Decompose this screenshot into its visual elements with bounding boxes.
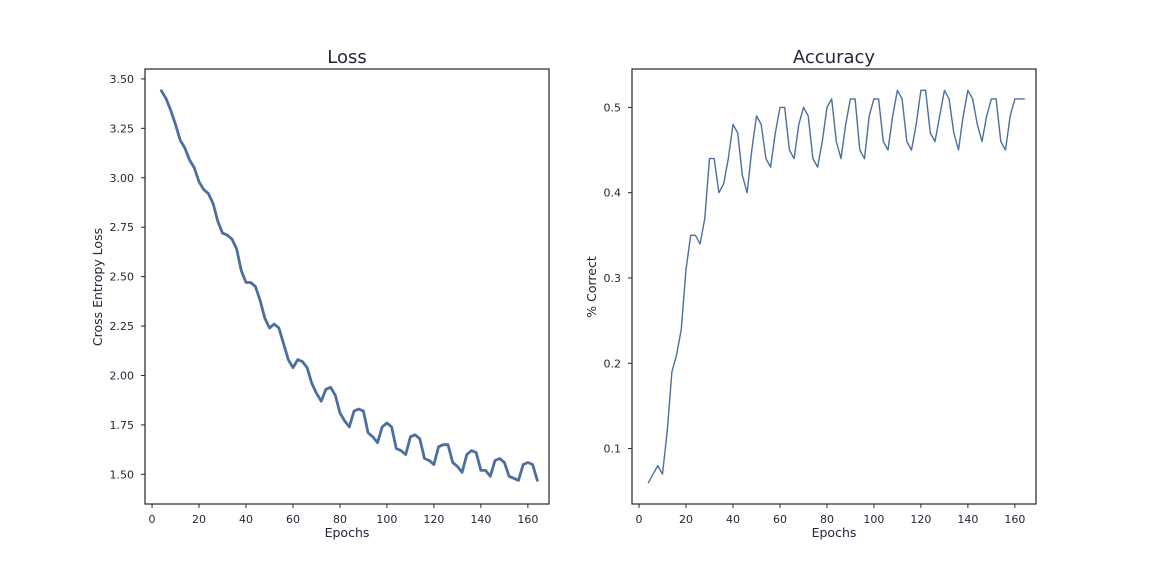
loss-y-tick-label: 1.50: [110, 468, 135, 481]
accuracy-x-tick-label: 120: [910, 513, 931, 526]
loss-x-tick-label: 80: [333, 513, 347, 526]
accuracy-x-tick-label: 20: [679, 513, 693, 526]
loss-x-axis-label: Epochs: [325, 525, 370, 540]
loss-x-tick-label: 120: [423, 513, 444, 526]
loss-plot-area: [159, 89, 539, 482]
loss-y-tick-label: 2.25: [110, 320, 135, 333]
loss-x-tick-label: 40: [239, 513, 253, 526]
loss-x-tick-label: 140: [470, 513, 491, 526]
loss-y-tick-label: 2.75: [110, 221, 135, 234]
accuracy-x-tick-label: 160: [1004, 513, 1025, 526]
accuracy-x-tick-label: 100: [863, 513, 884, 526]
accuracy-axis-ticks: 0 20 40 60 80 100 120 140 160 0.1 0.2 0.3 0.4 0.5: [604, 101, 1026, 526]
accuracy-chart: Accuracy Epochs % Correct 0 20 40 60 80 100 12…: [584, 47, 1037, 540]
accuracy-x-tick-label: 60: [773, 513, 787, 526]
accuracy-x-axis-label: Epochs: [812, 525, 857, 540]
accuracy-y-axis-label: % Correct: [584, 256, 599, 318]
loss-x-tick-label: 0: [149, 513, 156, 526]
loss-y-tick-label: 2.00: [110, 369, 135, 382]
accuracy-y-tick-label: 0.5: [604, 101, 622, 114]
loss-y-tick-label: 3.50: [110, 73, 135, 86]
loss-x-tick-label: 60: [286, 513, 300, 526]
loss-x-tick-label: 100: [376, 513, 397, 526]
loss-y-tick-label: 3.25: [110, 122, 135, 135]
accuracy-chart-title: Accuracy: [793, 47, 876, 68]
loss-y-tick-label: 2.50: [110, 271, 135, 284]
loss-y-tick-label: 3.00: [110, 172, 135, 185]
accuracy-series-line: [647, 89, 1026, 484]
loss-series-line: [159, 89, 539, 482]
loss-axis-ticks: 0 20 40 60 80 100 120 140 160 1.50 1.75 2.00 2.25 2.5…: [110, 73, 539, 526]
loss-x-tick-label: 20: [192, 513, 206, 526]
accuracy-axes-frame: [631, 68, 1037, 505]
accuracy-x-tick-label: 80: [820, 513, 834, 526]
accuracy-y-tick-label: 0.3: [604, 272, 622, 285]
loss-chart: Loss Epochs Cross Entropy Loss 0 20 40 60 80…: [90, 47, 550, 540]
loss-axes-frame: [144, 68, 550, 505]
accuracy-y-tick-label: 0.4: [604, 187, 622, 200]
accuracy-x-tick-label: 0: [636, 513, 643, 526]
accuracy-y-tick-label: 0.1: [604, 443, 622, 456]
loss-y-tick-label: 1.75: [110, 419, 135, 432]
loss-x-tick-label: 160: [517, 513, 538, 526]
accuracy-plot-area: [647, 89, 1026, 484]
loss-chart-title: Loss: [327, 47, 366, 68]
accuracy-x-tick-label: 140: [957, 513, 978, 526]
loss-y-axis-label: Cross Entropy Loss: [90, 228, 105, 346]
accuracy-x-tick-label: 40: [726, 513, 740, 526]
accuracy-y-tick-label: 0.2: [604, 357, 622, 370]
